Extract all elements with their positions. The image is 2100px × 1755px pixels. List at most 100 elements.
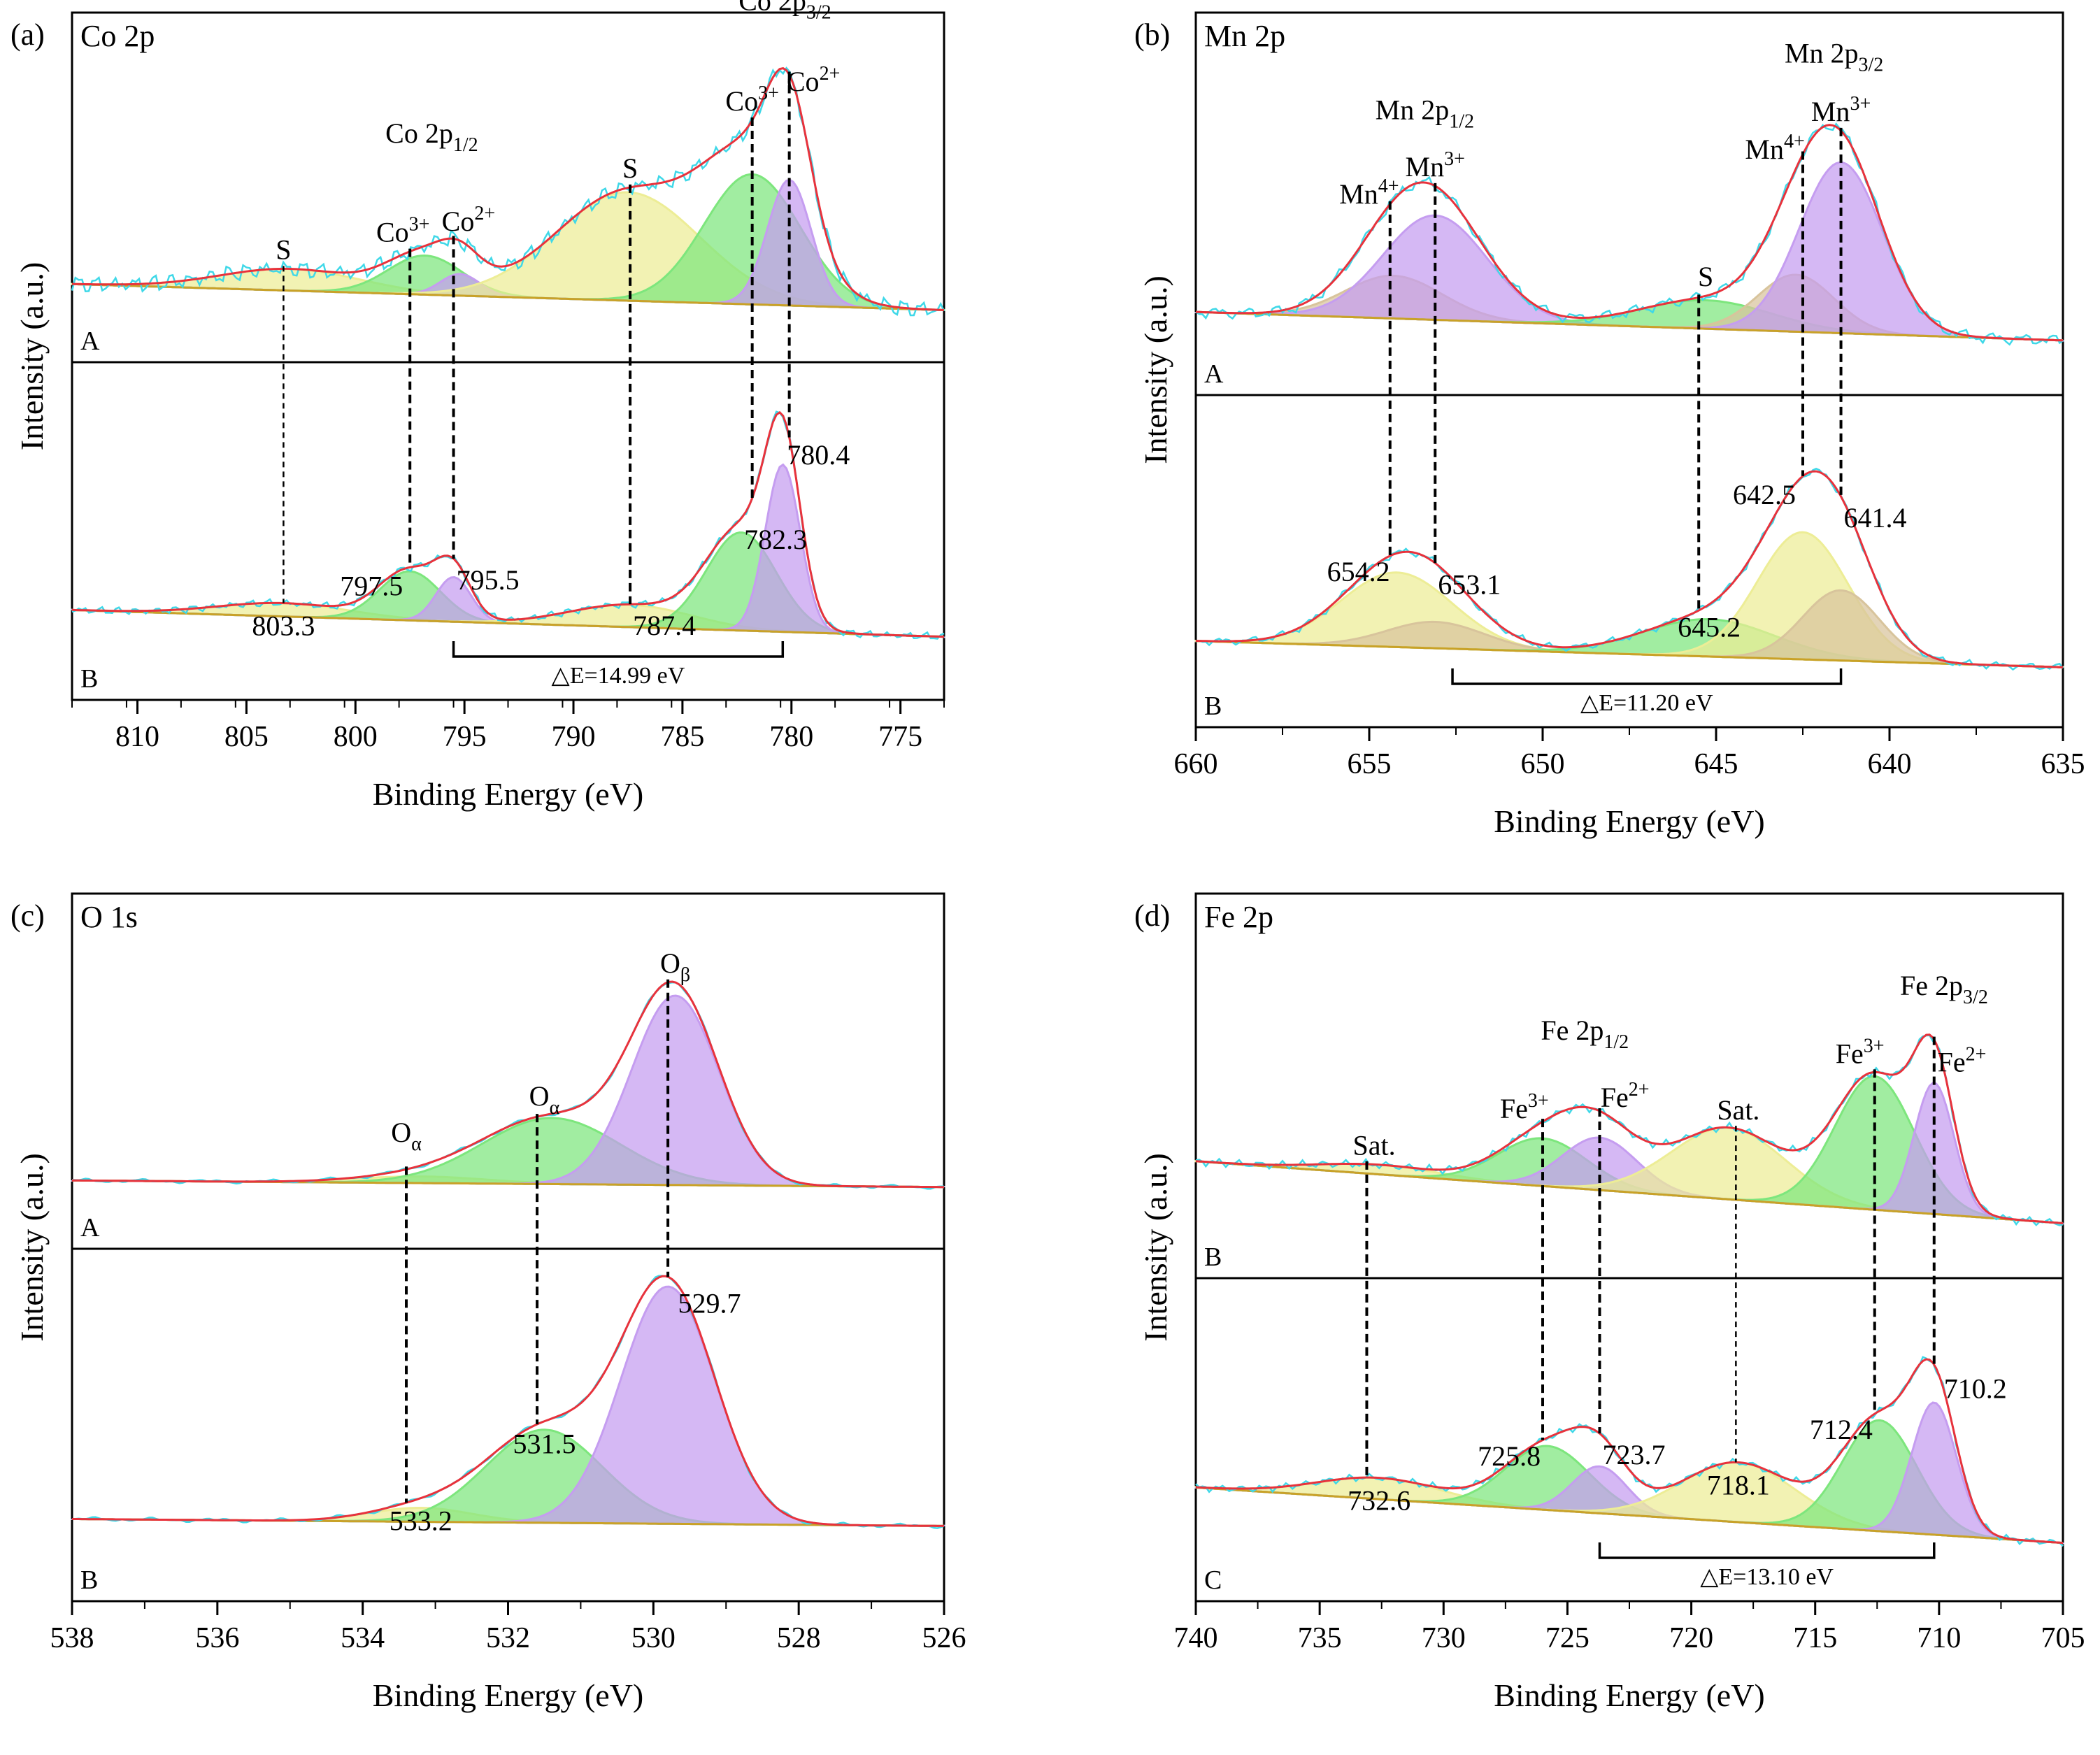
delta-label: △E=11.20 eV bbox=[1580, 690, 1713, 716]
peak-value-label: 725.8 bbox=[1478, 1440, 1541, 1472]
x-axis-title: Binding Energy (eV) bbox=[1494, 1677, 1765, 1713]
peak-value-label: 654.2 bbox=[1327, 556, 1390, 587]
delta-label: △E=13.10 eV bbox=[1700, 1564, 1834, 1590]
peak-label: Mn4+ bbox=[1745, 131, 1804, 165]
background-line bbox=[1195, 310, 2064, 342]
background-line bbox=[71, 608, 945, 638]
peak-label: Mn3+ bbox=[1811, 93, 1871, 127]
x-axis-title: Binding Energy (eV) bbox=[1494, 803, 1765, 839]
peak-label: Mn 2p1/2 bbox=[1376, 94, 1474, 132]
x-tick-label: 530 bbox=[631, 1622, 676, 1654]
fit-peak-Oα bbox=[71, 1117, 945, 1189]
chart-panel-3: A B Oα Oα Oβ 533.2 531.5 529.7 538 536 534 532 530 52… bbox=[10, 892, 966, 1713]
sample-A: A bbox=[71, 66, 945, 356]
x-tick-label: 735 bbox=[1298, 1622, 1342, 1654]
peak-label: Co3+ bbox=[376, 214, 429, 248]
peak-value-label: 641.4 bbox=[1844, 502, 1907, 533]
background-line bbox=[71, 282, 945, 311]
peak-value-label: 712.4 bbox=[1810, 1414, 1873, 1445]
sample-label: A bbox=[80, 327, 100, 356]
panel-letter: (d) bbox=[1134, 898, 1170, 933]
peak-value-label: 710.2 bbox=[1944, 1373, 2007, 1405]
x-tick-label: 526 bbox=[922, 1622, 966, 1654]
peak-label: Fe2+ bbox=[1601, 1079, 1650, 1113]
peak-label: Co 2p1/2 bbox=[385, 117, 478, 156]
x-tick-label: 730 bbox=[1422, 1622, 1466, 1654]
sample-A: A bbox=[1194, 122, 2064, 389]
delta-bracket bbox=[452, 641, 785, 658]
sample-label: B bbox=[1204, 1242, 1222, 1272]
envelope-line bbox=[72, 1275, 944, 1527]
envelope-line bbox=[1195, 1358, 2064, 1545]
panel-title: Mn 2p bbox=[1204, 19, 1285, 53]
chart-panel-4: B C Sat. Fe3+ Fe2+ Fe 2p1/2 Sat. Fe3+ Fe2+ Fe 2p3… bbox=[1134, 892, 2085, 1713]
x-tick-label: 660 bbox=[1174, 748, 1218, 780]
envelope-line bbox=[1195, 470, 2064, 668]
panel-title: O 1s bbox=[80, 900, 138, 934]
x-tick-label: 780 bbox=[769, 721, 813, 753]
sample-label: C bbox=[1204, 1566, 1222, 1595]
peak-value-label: 787.4 bbox=[633, 610, 696, 641]
panel-title: Fe 2p bbox=[1204, 900, 1273, 934]
x-tick-label: 720 bbox=[1669, 1622, 1713, 1654]
peak-value-label: 529.7 bbox=[678, 1287, 741, 1319]
y-axis-title: Intensity (a.u.) bbox=[14, 1153, 50, 1342]
x-tick-label: 635 bbox=[2041, 748, 2085, 780]
peak-label: Co 2p3/2 bbox=[738, 0, 831, 24]
x-tick-label: 785 bbox=[660, 721, 704, 753]
sample-A: A bbox=[71, 980, 945, 1242]
x-tick-label: 715 bbox=[1793, 1622, 1837, 1654]
peak-label: Fe 2p1/2 bbox=[1541, 1015, 1629, 1053]
x-tick-label: 725 bbox=[1545, 1622, 1590, 1654]
peak-label: Co2+ bbox=[787, 63, 840, 97]
peak-value-label: 732.6 bbox=[1348, 1485, 1410, 1517]
panel-letter: (b) bbox=[1134, 17, 1170, 52]
chart-panel-1: A B S Co3+ Co2+ Co 2p1/2 S Co3+ Co2+ Co 2p3/2 803.… bbox=[10, 0, 945, 812]
panel-letter: (a) bbox=[10, 17, 45, 52]
x-tick-label: 710 bbox=[1917, 1622, 1961, 1654]
raw-data-line bbox=[1195, 122, 2064, 346]
peak-label: Fe3+ bbox=[1836, 1036, 1885, 1070]
x-tick-label: 655 bbox=[1348, 748, 1392, 780]
peak-label: S bbox=[276, 234, 291, 265]
panel-letter: (c) bbox=[10, 898, 45, 933]
peak-label: Oβ bbox=[660, 947, 690, 986]
peak-value-label: 533.2 bbox=[390, 1505, 452, 1537]
peak-label: S bbox=[1698, 261, 1713, 292]
x-tick-label: 795 bbox=[443, 721, 487, 753]
peak-label: Fe3+ bbox=[1500, 1090, 1549, 1124]
sample-label: B bbox=[1204, 692, 1222, 721]
peak-label: S bbox=[622, 152, 638, 184]
peak-value-label: 795.5 bbox=[457, 564, 520, 596]
y-axis-title: Intensity (a.u.) bbox=[1138, 1153, 1173, 1342]
peak-label: Sat. bbox=[1353, 1129, 1396, 1161]
peak-label: Oα bbox=[529, 1080, 560, 1119]
x-tick-label: 790 bbox=[552, 721, 596, 753]
fit-peak-Fe2+ bbox=[1194, 1401, 2064, 1545]
x-tick-label: 640 bbox=[1868, 748, 1912, 780]
sample-B: B bbox=[71, 1275, 945, 1595]
sample-label: A bbox=[80, 1213, 100, 1242]
peak-value-label: 780.4 bbox=[787, 439, 850, 471]
peak-label: Fe2+ bbox=[1938, 1043, 1987, 1077]
peak-label: Mn3+ bbox=[1406, 148, 1465, 182]
sample-B: B bbox=[1194, 1033, 2064, 1272]
delta-bracket bbox=[1451, 668, 1843, 685]
delta-label: △E=14.99 eV bbox=[552, 663, 685, 689]
peak-value-label: 645.2 bbox=[1678, 611, 1741, 643]
x-tick-label: 538 bbox=[50, 1622, 94, 1654]
peak-label: Fe 2p3/2 bbox=[1900, 970, 1988, 1008]
sample-label: B bbox=[80, 664, 98, 694]
envelope-line bbox=[1195, 1033, 2064, 1224]
peak-value-label: 642.5 bbox=[1733, 479, 1796, 510]
peak-value-label: 803.3 bbox=[252, 610, 315, 642]
y-axis-title: Intensity (a.u.) bbox=[1138, 275, 1173, 464]
sample-B: B bbox=[1194, 467, 2064, 721]
sample-C: C bbox=[1194, 1356, 2064, 1595]
peak-value-label: 531.5 bbox=[513, 1428, 576, 1460]
peak-label: Co3+ bbox=[725, 83, 778, 117]
peak-value-label: 653.1 bbox=[1438, 568, 1501, 600]
x-tick-label: 645 bbox=[1694, 748, 1738, 780]
peak-label: Mn 2p3/2 bbox=[1785, 37, 1883, 76]
